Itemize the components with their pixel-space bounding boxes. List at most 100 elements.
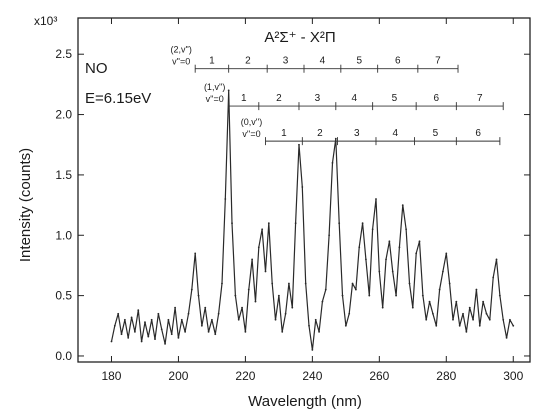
spectrum-point: [509, 318, 511, 321]
spectrum-point: [154, 338, 156, 340]
spectrum-point: [331, 161, 334, 164]
spectrum-point: [214, 333, 217, 336]
plot-frame: [77, 17, 531, 363]
progression-number: 4: [351, 93, 357, 104]
spectrum-point: [144, 321, 146, 324]
progression-number: 1: [209, 56, 215, 67]
spectrum-point: [498, 294, 501, 297]
series-layer: [110, 89, 515, 351]
progression-number: 2: [276, 93, 282, 104]
spectrum-point: [200, 324, 203, 327]
y-tick-label: 1.0: [55, 228, 72, 242]
spectrum-point: [284, 312, 287, 315]
spectrum-point: [318, 330, 320, 333]
spectrum-point: [117, 312, 120, 315]
spectrum-point: [415, 252, 418, 255]
energy-label: E=6.15eV: [85, 90, 151, 107]
spectrum-point: [247, 288, 250, 291]
progression-number: 1: [281, 128, 287, 139]
spectrum-point: [465, 330, 468, 333]
y-tick-label: 0.5: [55, 289, 72, 303]
progression-number: 4: [320, 56, 326, 67]
spectrum-point: [301, 186, 304, 188]
spectrum-point: [217, 312, 220, 315]
spectrum-point: [130, 316, 133, 319]
spectrum-point: [334, 137, 337, 140]
spectrum-point: [211, 318, 213, 321]
y-tick-label: 1.5: [55, 168, 72, 182]
y-axis-label: Intensity (counts): [17, 148, 34, 262]
progression-number: 3: [283, 56, 289, 67]
spectrum-point: [388, 240, 391, 243]
progression-number: 2: [245, 56, 251, 67]
spectrum-point: [167, 318, 170, 321]
x-tick-label: 180: [101, 369, 121, 383]
spectrum-point: [455, 300, 458, 303]
spectrum-point: [428, 300, 431, 303]
spectrum-point: [227, 89, 230, 92]
spectrum-point: [475, 288, 478, 291]
spectrum-point: [281, 330, 284, 333]
spectrum-point: [365, 258, 367, 261]
spectrum-point: [381, 306, 384, 309]
spectrum-point: [385, 258, 387, 261]
spectrum-point: [341, 294, 344, 297]
spectrum-point: [358, 246, 361, 249]
x-tick-label: 200: [168, 369, 188, 383]
spectrum-point: [251, 258, 254, 261]
progression-number: 5: [356, 56, 362, 67]
axis-ticks: 180 200 220 240 260 280 300 0.0 0.5 1.0 1.5 2.0 2.5: [55, 18, 530, 383]
spectrum-point: [311, 349, 314, 351]
spectrum-point: [164, 342, 166, 345]
spectrum-point: [123, 318, 126, 321]
progression-annotations: (2,v'') v''=0 1 2 3 4 5 6 7 (1,v'') v''=0 1 2 3 4 5 6 7 (0…: [170, 45, 504, 146]
spectrum-point: [445, 252, 448, 255]
spectrum-point: [468, 306, 471, 309]
spectrum-point: [324, 288, 327, 291]
spectrum-point: [368, 294, 371, 297]
progression-number: 7: [477, 93, 483, 104]
spectrum-point: [244, 330, 247, 333]
spectrum-point: [194, 252, 197, 255]
progression-label-bottom: v''=0: [172, 57, 190, 67]
spectrum-line: [110, 89, 514, 351]
spectrum-point: [458, 324, 461, 327]
molecule-label: NO: [85, 60, 108, 77]
spectrum-point: [378, 270, 381, 273]
progression-label-top: (0,v''): [241, 117, 262, 127]
spectrum-point: [207, 330, 210, 333]
spectrum-point: [371, 228, 374, 231]
spectrum-point: [375, 198, 377, 200]
spectrum-point: [351, 282, 354, 285]
spectrum-point: [435, 324, 438, 327]
progression-number: 6: [433, 93, 439, 104]
spectrum-point: [438, 288, 441, 291]
spectrum-point: [432, 312, 434, 315]
progression-label-top: (2,v''): [170, 45, 191, 55]
spectrum-point: [264, 270, 267, 273]
progression-label-bottom: v''=0: [206, 94, 224, 104]
spectrum-point: [401, 204, 404, 206]
spectrum-point: [174, 306, 176, 309]
spectrum-point: [120, 333, 123, 336]
spectrum-point: [187, 312, 190, 315]
spectrum-point: [348, 312, 351, 315]
spectrum-point: [411, 306, 414, 309]
spectrum-point: [277, 294, 280, 297]
spectrum-point: [261, 228, 264, 231]
spectrum-point: [361, 222, 364, 225]
x-axis-label: Wavelength (nm): [248, 393, 362, 410]
spectrum-point: [180, 318, 183, 321]
x-tick-label: 260: [369, 369, 389, 383]
transition-label: A²Σ⁺ - X²Π: [264, 29, 335, 46]
spectrum-point: [224, 198, 227, 200]
spectrum-point: [254, 300, 257, 303]
spectrum-point: [241, 306, 243, 309]
spectrum-point: [257, 246, 260, 249]
spectrum-point: [274, 318, 277, 321]
spectrum-point: [512, 324, 515, 327]
spectrum-point: [408, 282, 411, 285]
spectrum-point: [418, 240, 421, 243]
progression-number: 5: [433, 128, 439, 139]
